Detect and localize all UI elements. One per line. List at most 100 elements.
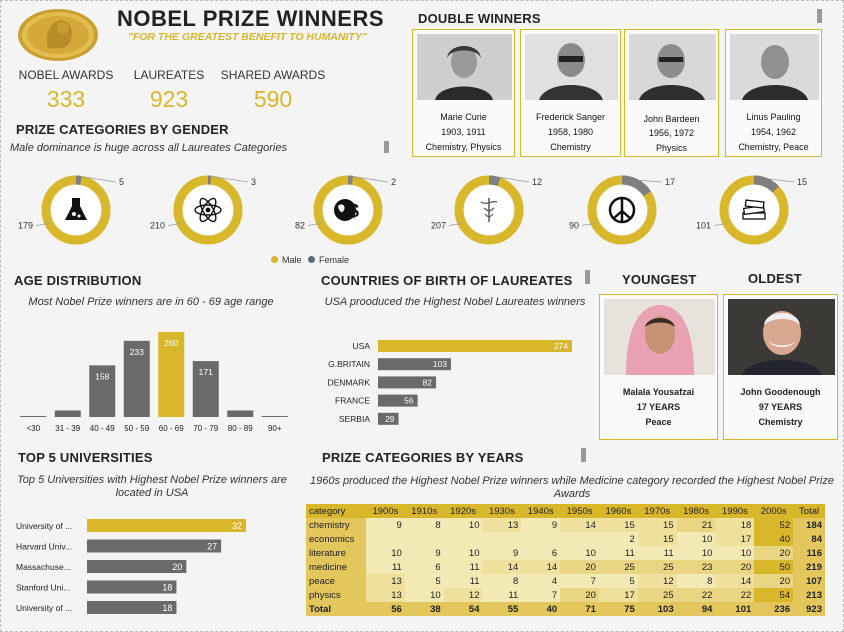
matrix-row: economics 2 15 10 17 40 84 [306, 532, 825, 546]
globe-shape [334, 199, 356, 221]
matrix-column-header: 1980s [683, 505, 709, 517]
matrix-cell: 14 [715, 574, 755, 588]
matrix-cell: 40 [521, 602, 561, 616]
peace-icon [608, 196, 636, 224]
matrix-cell: 9 [366, 518, 405, 532]
matrix-column-header: 1900s [372, 505, 399, 517]
age-bar [192, 361, 219, 417]
male-value-label: 82 [295, 221, 305, 231]
matrix-cell: 50 [754, 560, 794, 574]
matrix-cell: 10 [443, 518, 483, 532]
female-leader-line [350, 175, 389, 183]
country-label: FRANCE [335, 396, 370, 406]
scrollbar[interactable] [384, 141, 389, 153]
oldest-age: 97 YEARS [758, 402, 803, 412]
male-value-label: 101 [696, 221, 711, 231]
age-tick-label: 31 - 39 [55, 424, 80, 433]
frederick-sanger-photo [525, 34, 618, 100]
matrix-cell: 20 [560, 588, 599, 602]
matrix-cell [366, 532, 405, 546]
age-bar [20, 416, 47, 417]
matrix-cell: 54 [754, 588, 794, 602]
matrix-cell: 21 [676, 518, 716, 532]
kpi-laureates-value: 923 [149, 86, 189, 112]
matrix-cell: 14 [560, 518, 599, 532]
matrix-total-row: Total 56 38 54 55 40 71 75 103 94 101 236 923 [306, 602, 825, 616]
matrix-row-label: literature [306, 546, 366, 560]
scrollbar[interactable] [585, 270, 590, 284]
countries-bar-chart: USA 274 G.BRITAIN 103 DENMARK 82 FRANCE 56 SERBI… [327, 340, 572, 425]
atom-orbit [199, 197, 217, 223]
matrix-cell: 22 [676, 588, 716, 602]
oldest-card: John Goodenough 97 YEARS Chemistry [723, 294, 838, 440]
age-distribution-chart: <30 31 - 39 158 40 - 49 233 50 - 59 260 60 - 69… [20, 332, 288, 433]
winner-years: 1958, 1980 [547, 127, 594, 137]
university-label: University of ... [16, 521, 72, 531]
matrix-column-header: 1940s [527, 505, 554, 517]
male-leader-line [713, 223, 728, 226]
matrix-cell: 84 [793, 532, 825, 546]
books-icon [742, 199, 766, 220]
male-value-label: 207 [431, 221, 446, 231]
matrix-column-header: 1950s [566, 505, 593, 517]
matrix-cell: 101 [715, 602, 755, 616]
donut-chemistry: 5 179 [18, 175, 124, 245]
country-label: DENMARK [327, 377, 370, 387]
matrix-cell: 20 [560, 560, 599, 574]
gender-subtitle: Male dominance is huge across all Laurea… [10, 142, 287, 154]
matrix-cell: 8 [676, 574, 716, 588]
matrix-cell: 236 [754, 602, 794, 616]
winner-years: 1954, 1962 [750, 127, 797, 137]
matrix-cell: 38 [404, 602, 444, 616]
age-bar-value: 233 [130, 347, 144, 357]
matrix-column-header: Total [799, 505, 820, 517]
matrix-cell: 10 [404, 588, 444, 602]
matrix-cell [482, 532, 522, 546]
male-leader-line [167, 223, 182, 226]
age-bar [54, 410, 81, 417]
kpi-shared-label: SHARED AWARDS [220, 68, 326, 82]
matrix-cell: 56 [366, 602, 405, 616]
matrix-row: peace 13 5 11 8 4 7 5 12 8 14 20 107 [306, 574, 825, 588]
matrix-cell: 213 [793, 588, 825, 602]
countries-title: COUNTRIES OF BIRTH OF LAUREATES [321, 273, 573, 288]
legend-male-swatch [271, 256, 278, 263]
matrix-row-label: chemistry [306, 518, 366, 532]
scrollbar[interactable] [817, 9, 822, 23]
double-winners-title: DOUBLE WINNERS [418, 11, 541, 26]
female-leader-line [767, 178, 795, 183]
matrix-cell: 5 [598, 574, 638, 588]
matrix-cell: 15 [598, 518, 638, 532]
categories-by-years-matrix: category 1900s 1910s 1920s 1930s 1940s 1950s 19… [306, 504, 825, 616]
age-bar-value: 260 [164, 338, 178, 348]
flask-body [65, 198, 87, 220]
countries-subtitle: USA prooduced the Highest Nobel Laureate… [324, 296, 586, 308]
matrix-column-header: 1960s [605, 505, 632, 517]
university-bar-value: 27 [207, 542, 217, 552]
matrix-cell: 14 [482, 560, 522, 574]
matrix-cell: 6 [521, 546, 561, 560]
matrix-row-label: physics [306, 588, 366, 602]
matrix-cell: 17 [715, 532, 755, 546]
matrix-cell: 5 [404, 574, 444, 588]
legend-female-swatch [308, 256, 315, 263]
matrix-cell: 10 [366, 546, 405, 560]
matrix-cell: 10 [715, 546, 755, 560]
country-bar [378, 340, 572, 352]
matrix-cell: 12 [637, 574, 677, 588]
university-bar [87, 560, 187, 573]
youngest-title: YOUNGEST [622, 272, 697, 287]
matrix-cell: 20 [754, 546, 794, 560]
scrollbar[interactable] [581, 448, 586, 462]
university-bar-value: 18 [162, 603, 172, 613]
kpi-shared-value: 590 [253, 86, 293, 112]
matrix-cell: 94 [676, 602, 716, 616]
legend-male-label: Male [282, 255, 302, 265]
female-value-label: 15 [797, 177, 807, 187]
matrix-cell: 20 [754, 574, 794, 588]
age-tick-label: 60 - 69 [159, 424, 184, 433]
matrix-cell: 8 [482, 574, 522, 588]
university-bar [87, 519, 246, 532]
matrix-cell: 11 [366, 560, 405, 574]
matrix-cell [521, 532, 561, 546]
